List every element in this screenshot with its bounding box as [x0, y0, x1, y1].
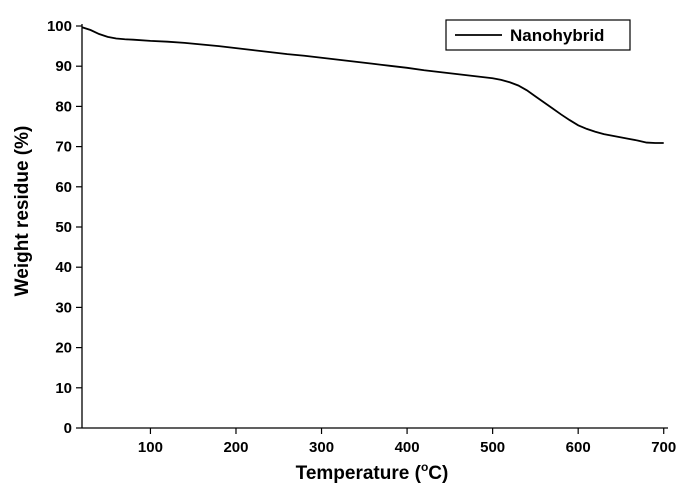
x-tick-label: 200: [223, 439, 248, 456]
x-tick-label: 500: [480, 439, 505, 456]
x-axis-unit: C): [428, 463, 448, 484]
y-tick-label: 30: [55, 299, 72, 316]
tick-layer: 0 10 20 30 40 50 60 70 80 90 100 100 200 300 400 500 600…: [47, 18, 676, 456]
y-axis-title: Weight residue (%): [12, 126, 33, 297]
y-tick-label: 40: [55, 259, 72, 276]
x-tick-label: 300: [309, 439, 334, 456]
y-tick-label: 80: [55, 98, 72, 115]
series-line-nanohybrid: [81, 26, 664, 144]
degree-sign: o: [421, 460, 428, 474]
x-tick-label: 600: [566, 439, 591, 456]
y-tick-label: 50: [55, 219, 72, 236]
y-tick-label: 60: [55, 179, 72, 196]
legend: Nanohybrid: [445, 19, 631, 51]
x-tick-label: 700: [651, 439, 676, 456]
x-axis-title-text: Temperature (: [296, 463, 422, 484]
x-tick-label: 100: [138, 439, 163, 456]
y-tick-label: 20: [55, 340, 72, 357]
y-tick-label: 70: [55, 139, 72, 156]
y-tick-label: 10: [55, 380, 72, 397]
y-tick-label: 100: [47, 18, 72, 35]
y-tick-label: 0: [64, 420, 72, 437]
x-axis-title: Temperature (oC): [296, 460, 449, 484]
x-tick-label: 400: [395, 439, 420, 456]
y-tick-label: 90: [55, 58, 72, 75]
legend-label: Nanohybrid: [510, 26, 604, 45]
